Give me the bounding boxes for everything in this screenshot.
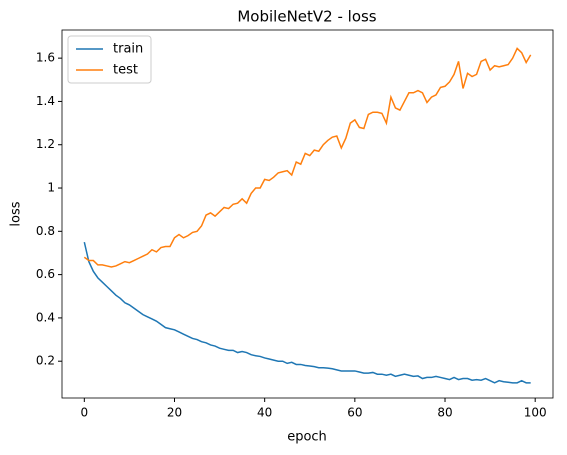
x-tick-label: 0 bbox=[80, 406, 88, 420]
y-tick-label: 0.6 bbox=[36, 267, 55, 281]
line-train bbox=[83, 241, 531, 384]
x-axis-label: epoch bbox=[287, 430, 327, 445]
y-axis-label: loss bbox=[9, 201, 24, 226]
y-tick-label: 1.4 bbox=[36, 94, 55, 108]
line-test bbox=[83, 47, 532, 268]
y-tick-label: 0.8 bbox=[36, 224, 55, 238]
x-tick-label: 60 bbox=[347, 406, 362, 420]
x-tick-label: 20 bbox=[167, 406, 182, 420]
legend-label: train bbox=[113, 42, 143, 57]
plot-frame bbox=[61, 29, 554, 399]
legend-label: test bbox=[113, 63, 138, 78]
y-tick-label: 1.6 bbox=[36, 51, 55, 65]
x-tick-label: 80 bbox=[437, 406, 452, 420]
y-tick-label: 1.2 bbox=[36, 137, 55, 151]
chart-title: MobileNetV2 - loss bbox=[237, 8, 376, 26]
y-tick-label: 0.4 bbox=[36, 310, 55, 324]
y-tick-label: 0.2 bbox=[36, 354, 55, 368]
x-tick-label: 40 bbox=[257, 406, 272, 420]
y-tick-label: 1 bbox=[47, 181, 55, 195]
legend-box bbox=[67, 35, 152, 84]
x-tick-label: 100 bbox=[524, 406, 547, 420]
